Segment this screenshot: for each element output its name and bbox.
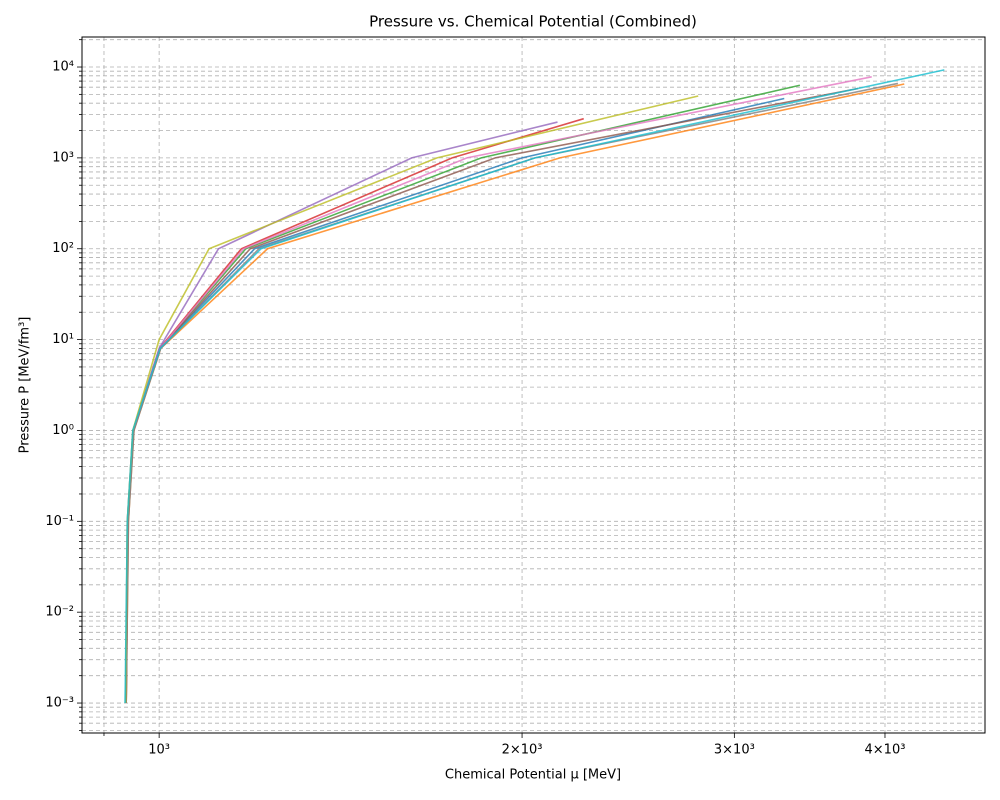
x-axis-label: Chemical Potential μ [MeV] <box>445 768 621 783</box>
y-tick-label: 10⁻¹ <box>45 514 74 529</box>
chart-title: Pressure vs. Chemical Potential (Combine… <box>369 13 697 31</box>
y-tick-label: 10⁴ <box>52 60 74 75</box>
y-tick-label: 10⁻³ <box>45 696 74 711</box>
series-line <box>125 83 905 704</box>
y-tick-label: 10³ <box>52 150 74 165</box>
x-tick-label: 10³ <box>148 743 170 758</box>
plot-frame <box>81 36 986 734</box>
y-tick-label: 10⁰ <box>52 423 74 438</box>
x-tick-label: 2×10³ <box>502 743 543 758</box>
grid <box>82 37 985 733</box>
lines <box>124 69 945 704</box>
y-tick-label: 10¹ <box>52 332 74 347</box>
y-axis-label: Pressure P [MeV/fm³] <box>18 317 33 454</box>
series-line <box>124 69 945 704</box>
series-line <box>125 87 859 704</box>
y-tick-label: 10⁻² <box>45 605 74 620</box>
x-tick-label: 4×10³ <box>865 743 906 758</box>
series-line <box>125 82 899 704</box>
y-tick-label: 10² <box>52 241 74 256</box>
x-tick-label: 3×10³ <box>714 743 755 758</box>
